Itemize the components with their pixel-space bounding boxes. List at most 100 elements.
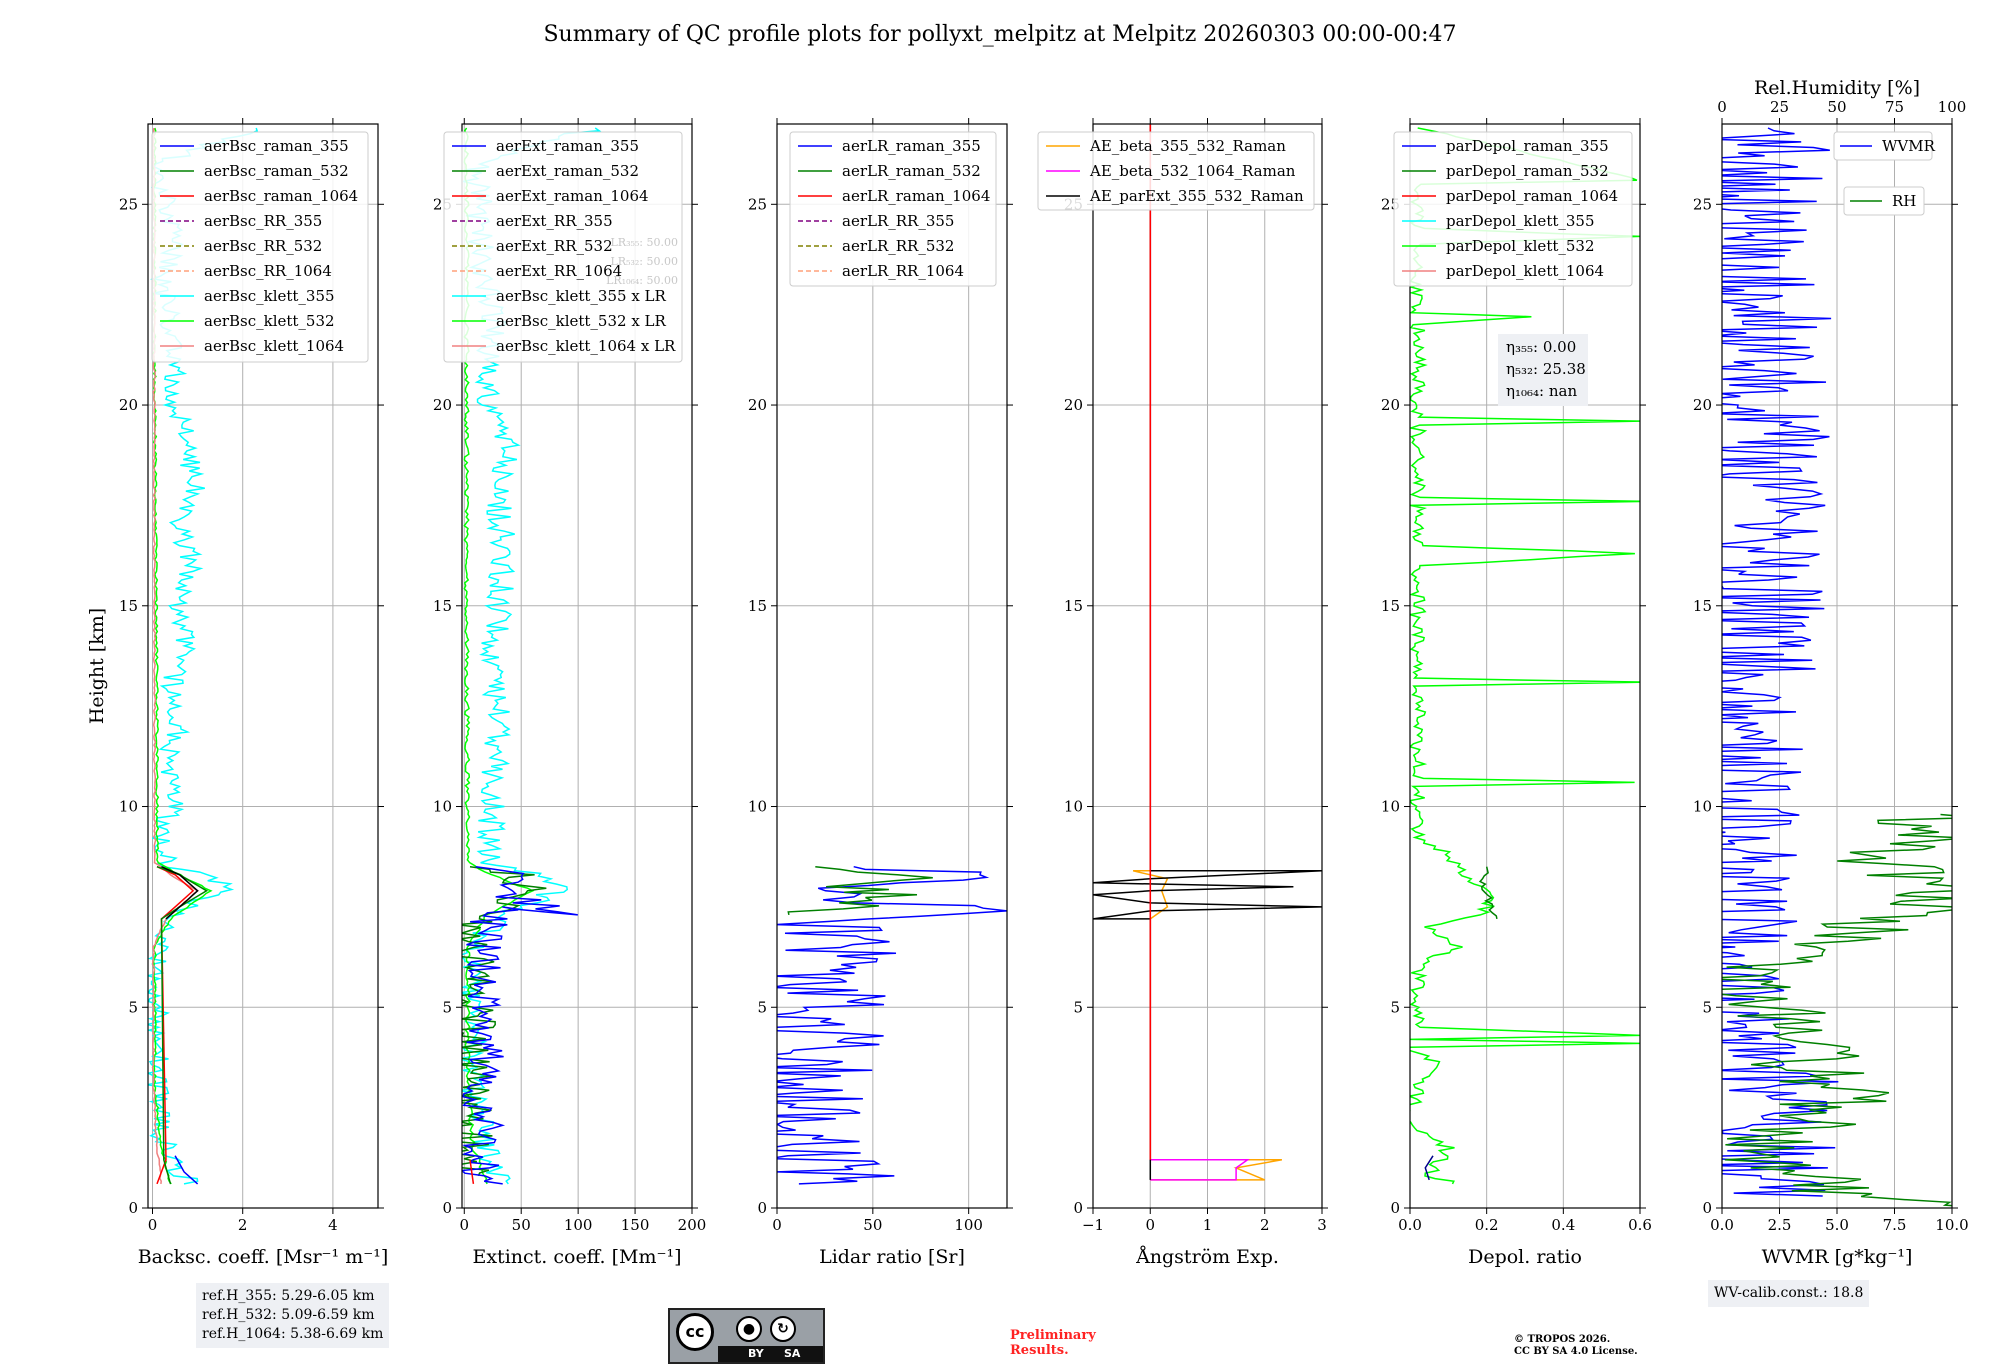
- legend: aerLR_raman_355 aerLR_raman_532 aerLR_rama…: [789, 131, 997, 287]
- legend-entry: aerBsc_raman_532: [204, 162, 349, 180]
- x-tick-label: 0.2: [1475, 1216, 1499, 1234]
- legend-entry: aerExt_raman_532: [496, 162, 639, 180]
- series-group: [1722, 127, 1952, 1207]
- legend-entry: aerExt_raman_355: [496, 137, 639, 155]
- y-tick-label: 20: [748, 396, 767, 414]
- cc-logo-icon: cc: [676, 1313, 714, 1351]
- x-tick-label: 100: [564, 1216, 593, 1234]
- legend-entry: parDepol_raman_1064: [1446, 187, 1618, 205]
- legend-entry: AE_parExt_355_532_Raman: [1089, 187, 1304, 205]
- legend: AE_beta_355_532_Raman AE_beta_532_1064_Ra…: [1037, 131, 1315, 211]
- x-tick-label: −1: [1082, 1216, 1104, 1234]
- legend-entry: aerExt_RR_532: [496, 237, 613, 255]
- lidar-ratio-annotation: LR₃₅₅: 50.00: [610, 236, 678, 249]
- x2-axis-label: Rel.Humidity [%]: [1754, 77, 1920, 99]
- license-note: © TROPOS 2026. CC BY SA 4.0 License.: [1514, 1334, 1638, 1358]
- legend-entry: parDepol_klett_1064: [1446, 262, 1604, 280]
- cc-badge-bar: BY SA: [718, 1346, 823, 1362]
- x-tick-label: 0: [772, 1216, 782, 1234]
- figure-title: Summary of QC profile plots for pollyxt_…: [543, 22, 1457, 47]
- x-axis-label: WVMR [g*kg⁻¹]: [1762, 1246, 1913, 1268]
- legend-entry: AE_beta_532_1064_Raman: [1089, 162, 1296, 180]
- y-tick-label: 10: [119, 798, 138, 816]
- x-tick-label: 150: [621, 1216, 650, 1234]
- ref-height-1064: ref.H_1064: 5.38-6.69 km: [202, 1326, 384, 1342]
- x-tick-label: 7.5: [1883, 1216, 1907, 1234]
- y-tick-label: 15: [1064, 597, 1083, 615]
- y-tick-label: 10: [1064, 798, 1083, 816]
- y-tick-label: 0: [757, 1199, 767, 1217]
- y-tick-label: 10: [1381, 798, 1400, 816]
- legend: aerExt_raman_355 aerExt_raman_532 aerExt_r…: [443, 131, 683, 363]
- series-parDepol_raman_532: [1478, 866, 1498, 920]
- eta-annotation: η₁₀₆₄: nan: [1506, 382, 1577, 400]
- legend-entry: aerExt_RR_1064: [496, 262, 622, 280]
- x-tick-label: 2: [1260, 1216, 1270, 1234]
- y-tick-label: 0: [1073, 1199, 1083, 1217]
- y-tick-label: 25: [119, 195, 138, 213]
- legend-entry: aerBsc_RR_355: [204, 212, 322, 230]
- legend-entry: aerLR_raman_1064: [842, 187, 990, 205]
- legend-entry: RH: [1892, 192, 1916, 210]
- axes-frame: [1409, 123, 1641, 1209]
- x2-tick-label: 50: [1827, 98, 1846, 116]
- legend-entry: parDepol_klett_355: [1446, 212, 1595, 230]
- legend-entry: aerBsc_klett_532 x LR: [496, 312, 667, 330]
- legend-entry: aerBsc_RR_532: [204, 237, 322, 255]
- y-tick-label: 5: [757, 998, 767, 1016]
- legend-entry: aerBsc_klett_355: [204, 287, 335, 305]
- legend-entry: parDepol_klett_532: [1446, 237, 1595, 255]
- y-tick-label: 25: [1693, 195, 1712, 213]
- preliminary-line-2: Results.: [1010, 1343, 1069, 1358]
- x-tick-label: 0.6: [1628, 1216, 1652, 1234]
- eta-annotation: η₅₃₂: 25.38: [1506, 360, 1586, 378]
- series-group: [1093, 124, 1322, 1181]
- legend-box: [151, 131, 369, 363]
- legend-box: [1393, 131, 1633, 287]
- y-tick-label: 20: [119, 396, 138, 414]
- x-tick-label: 2.5: [1768, 1216, 1792, 1234]
- y-tick-label: 10: [1693, 798, 1712, 816]
- chart-panel-ae: −101230510152025Ångström Exp.AE_beta_355…: [1037, 118, 1328, 1268]
- x-tick-label: 200: [678, 1216, 707, 1234]
- y-tick-label: 10: [748, 798, 767, 816]
- legend-box: [1833, 131, 1933, 161]
- legend-entry: aerBsc_RR_1064: [204, 262, 332, 280]
- y-tick-label: 25: [748, 195, 767, 213]
- legend-entry: aerBsc_klett_1064 x LR: [496, 337, 676, 355]
- preliminary-results-note: Preliminary Results.: [1010, 1328, 1096, 1358]
- series-AE_parExt_355_532_Raman: [1093, 124, 1322, 1180]
- chart-panel-bsc: 0 2 4 0 5 10 15 20 25 Backsc. coeff. [Msr⁻¹ m⁻¹] H…: [86, 118, 388, 1268]
- series-aerLR_raman_355: [777, 865, 1007, 1185]
- legend: WVMR RH: [1833, 131, 1936, 216]
- x2-tick-label: 0: [1717, 98, 1727, 116]
- y-tick-label: 20: [1693, 396, 1712, 414]
- legend-box: [443, 131, 683, 363]
- x-axis-label: Lidar ratio [Sr]: [819, 1246, 965, 1268]
- x-tick-label: 1: [1203, 1216, 1213, 1234]
- ref-height-532: ref.H_532: 5.09-6.59 km: [202, 1307, 375, 1323]
- x-axis-label: Depol. ratio: [1468, 1246, 1582, 1268]
- legend-entry: aerBsc_klett_1064: [204, 337, 344, 355]
- series-parDepol_raman_355: [1424, 1155, 1434, 1181]
- y-tick-label: 5: [1702, 998, 1712, 1016]
- license-line-1: © TROPOS 2026.: [1514, 1334, 1611, 1345]
- x-tick-label: 5.0: [1825, 1216, 1849, 1234]
- ref-height-box: ref.H_355: 5.29-6.05 km ref.H_532: 5.09-…: [196, 1283, 390, 1348]
- x-tick-label: 0.0: [1710, 1216, 1734, 1234]
- x-tick-label: 0: [148, 1216, 158, 1234]
- x-axis-label: Backsc. coeff. [Msr⁻¹ m⁻¹]: [138, 1246, 389, 1268]
- legend-box: [1037, 131, 1315, 211]
- y-tick-label: 15: [433, 597, 452, 615]
- axes-frame: [147, 123, 379, 1209]
- series-group: [777, 865, 1007, 1185]
- legend: parDepol_raman_355 parDepol_raman_532 parD…: [1393, 131, 1633, 287]
- series-group: [1410, 127, 1640, 1185]
- y-tick-label: 20: [1064, 396, 1083, 414]
- preliminary-line-1: Preliminary: [1010, 1328, 1096, 1343]
- person-icon: ●: [736, 1316, 762, 1342]
- axes-frame: [461, 123, 693, 1209]
